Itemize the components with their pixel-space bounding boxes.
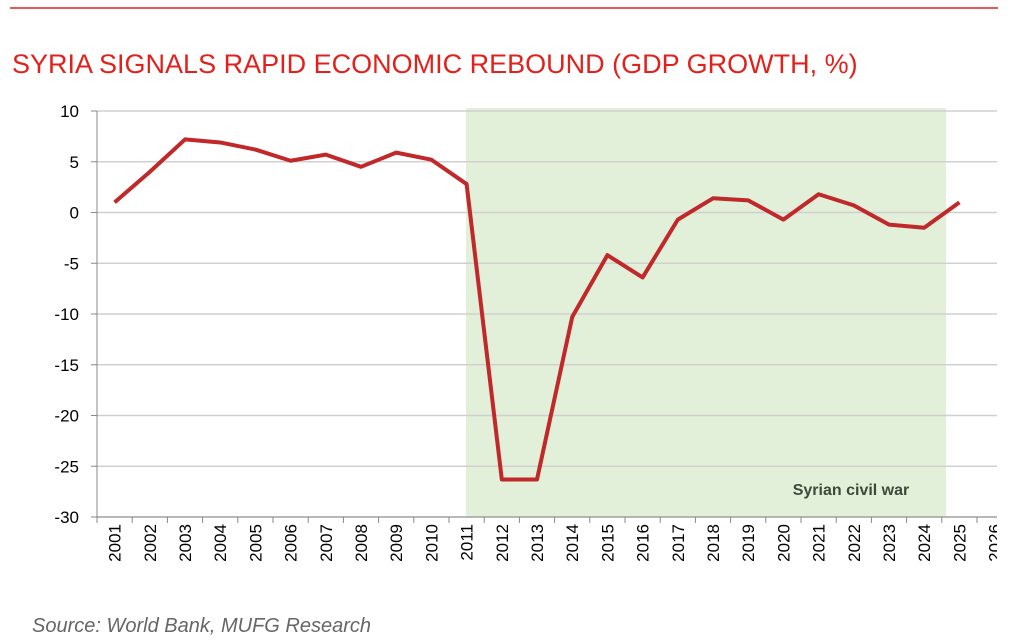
x-tick-label: 2003 [176, 524, 195, 562]
x-tick-label: 2006 [282, 524, 301, 562]
y-tick-label: -5 [64, 254, 79, 273]
x-tick-label: 2005 [246, 524, 265, 562]
x-tick-label: 2021 [810, 524, 829, 562]
x-tick-label: 2017 [669, 524, 688, 562]
x-tick-label: 2004 [211, 524, 230, 562]
x-tick-label: 2007 [317, 524, 336, 562]
x-tick-label: 2024 [915, 524, 934, 562]
war-shade [466, 108, 946, 517]
x-tick-label: 2013 [528, 524, 547, 562]
x-tick-label: 2009 [387, 524, 406, 562]
y-tick-label: -30 [54, 508, 79, 527]
x-tick-label: 2016 [634, 524, 653, 562]
x-tick-label: 2026 [986, 524, 1005, 562]
x-tick-label: 2012 [493, 524, 512, 562]
x-tick-label: 2008 [352, 524, 371, 562]
annotation: Syrian civil war [793, 482, 910, 499]
y-tick-label: -20 [54, 407, 79, 426]
x-tick-label: 2025 [950, 524, 969, 562]
y-tick-label: 5 [70, 153, 79, 172]
y-tick-label: -25 [54, 457, 79, 476]
y-tick-label: 10 [60, 102, 79, 121]
source: Source: World Bank, MUFG Research [32, 615, 371, 637]
x-tick-label: 2015 [598, 524, 617, 562]
x-tick-label: 2022 [845, 524, 864, 562]
x-tick-label: 2014 [563, 524, 582, 562]
x-tick-label: 2010 [422, 524, 441, 562]
x-tick-label: 2018 [704, 524, 723, 562]
x-tick-label: 2020 [774, 524, 793, 562]
line [113, 137, 961, 482]
x-tick-label: 2023 [880, 524, 899, 562]
x-tick-label: 2001 [106, 524, 125, 562]
y-tick-label: -10 [54, 305, 79, 324]
y-tick-label: -15 [54, 356, 79, 375]
x-tick-label: 2019 [739, 524, 758, 562]
x-tick-label: 2002 [141, 524, 160, 562]
plot: 2001 2002 2003 2004 2005 2006 2007 2008 2009 2010… [96, 110, 1005, 562]
chart-title: SYRIA SIGNALS RAPID ECONOMIC REBOUND (GD… [12, 49, 858, 79]
x-tick-label: 2011 [458, 524, 477, 561]
y-tick-label: 0 [70, 204, 79, 223]
